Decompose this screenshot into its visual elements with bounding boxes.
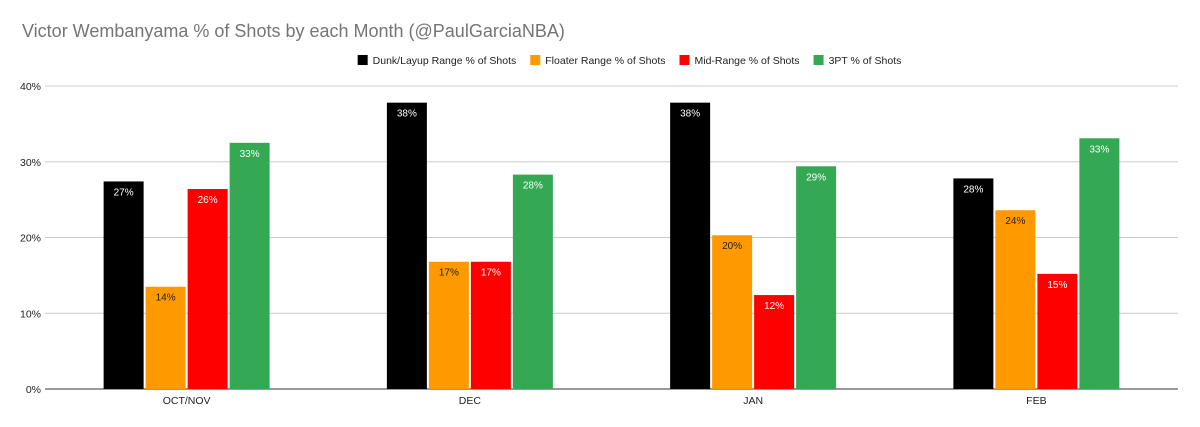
legend-item: 3PT % of Shots — [813, 55, 902, 67]
bar-value-label: 17% — [481, 268, 501, 279]
legend-item: Mid-Range % of Shots — [679, 55, 800, 67]
legend-label: 3PT % of Shots — [829, 55, 902, 67]
y-tick-label: 40% — [20, 81, 41, 93]
y-tick-label: 20% — [20, 233, 41, 245]
bar-value-label: 27% — [114, 187, 134, 198]
bar — [670, 102, 711, 389]
bar — [953, 178, 994, 389]
bar — [145, 286, 186, 389]
bar — [712, 235, 753, 389]
chart-title: Victor Wembanyama % of Shots by each Mon… — [22, 21, 565, 41]
x-tick-label: FEB — [1026, 395, 1046, 407]
bar-value-label: 15% — [1047, 280, 1067, 291]
x-tick-label: DEC — [459, 395, 482, 407]
bar-value-label: 33% — [240, 149, 260, 160]
bar — [796, 166, 837, 389]
bar-value-label: 28% — [963, 184, 983, 195]
bar-value-label: 24% — [1005, 216, 1025, 227]
legend-item: Floater Range % of Shots — [530, 55, 666, 67]
legend-swatch — [357, 55, 368, 65]
legend-label: Floater Range % of Shots — [545, 55, 665, 67]
bar-value-label: 20% — [722, 241, 742, 252]
legend: Dunk/Layup Range % of Shots Floater Range… — [357, 55, 902, 67]
bars — [103, 102, 1120, 389]
legend-swatch — [813, 55, 824, 65]
bar — [470, 261, 511, 389]
bar-value-label: 38% — [397, 109, 417, 120]
bar-value-label: 17% — [439, 268, 459, 279]
bar — [187, 189, 228, 389]
y-tick-label: 10% — [20, 308, 41, 320]
bar — [428, 261, 469, 389]
legend-label: Mid-Range % of Shots — [695, 55, 800, 67]
bar-value-label: 12% — [764, 301, 784, 312]
bar — [754, 295, 795, 389]
y-axis-ticks: 0% 10% 20% 30% 40% — [20, 81, 41, 396]
bar-value-label: 28% — [523, 181, 543, 192]
bar — [995, 210, 1036, 389]
bar-value-label: 14% — [156, 293, 176, 304]
bar-value-label: 26% — [198, 195, 218, 206]
bar-value-label: 33% — [1089, 144, 1109, 155]
legend-swatch — [679, 55, 690, 65]
bar — [1079, 138, 1120, 389]
bar — [1037, 273, 1078, 389]
bar — [386, 102, 427, 389]
bar-labels: 27% 14% 26% 33% 38% 17% 17% 28% 38% 20% 12% 29% 28% 2… — [114, 109, 1110, 312]
legend-label: Dunk/Layup Range % of Shots — [373, 55, 517, 67]
legend-swatch — [530, 55, 541, 65]
y-tick-label: 0% — [26, 384, 41, 396]
bar-value-label: 38% — [680, 109, 700, 120]
x-tick-label: OCT/NOV — [163, 395, 211, 407]
bar — [103, 181, 144, 389]
bar — [229, 142, 270, 389]
y-tick-label: 30% — [20, 157, 41, 169]
bar — [512, 174, 553, 389]
bar-value-label: 29% — [806, 172, 826, 183]
legend-item: Dunk/Layup Range % of Shots — [357, 55, 517, 67]
x-axis-ticks: OCT/NOV DEC JAN FEB — [163, 395, 1047, 407]
x-tick-label: JAN — [743, 395, 763, 407]
